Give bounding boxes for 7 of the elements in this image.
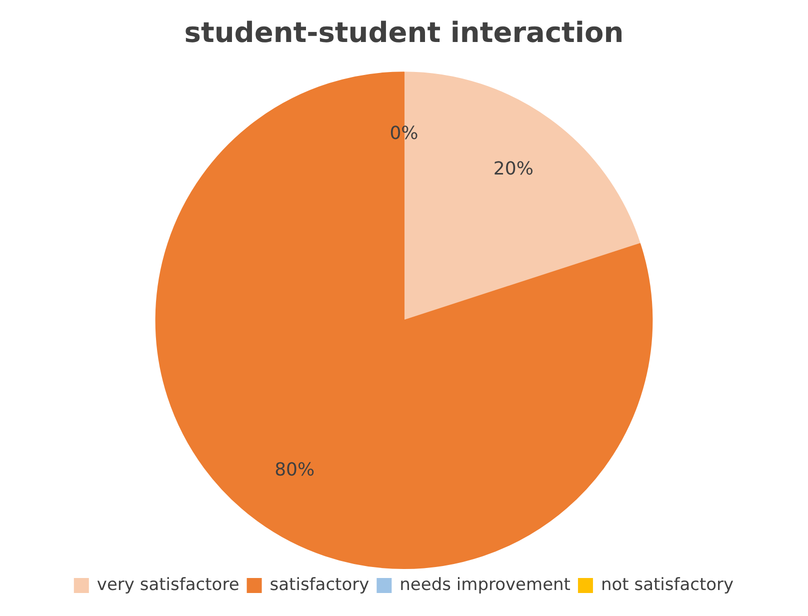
legend-label: needs improvement <box>400 574 571 595</box>
legend-label: not satisfactory <box>600 574 734 595</box>
data-label: 20% <box>493 158 534 180</box>
legend-label: satisfactory <box>270 574 370 595</box>
legend-label: very satisfactore <box>96 574 240 595</box>
chart-title: student-student interaction <box>184 16 624 50</box>
data-label: 80% <box>274 460 315 481</box>
